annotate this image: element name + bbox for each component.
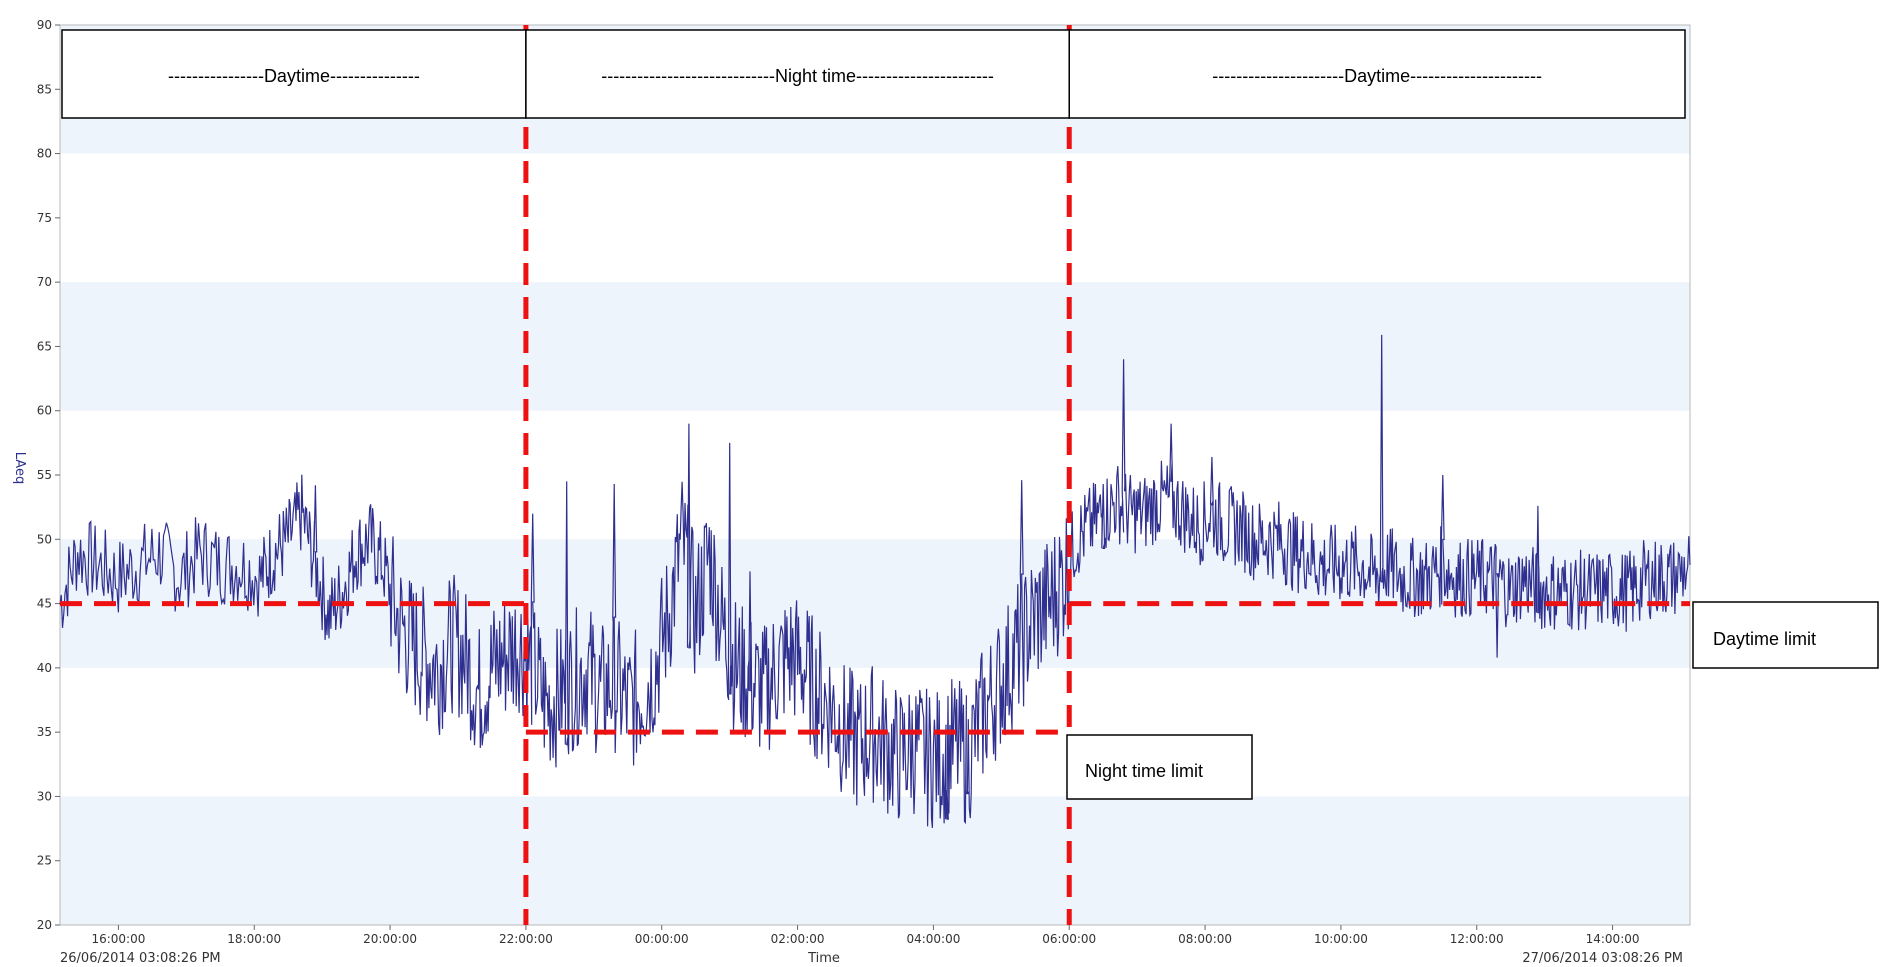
night-limit-box [1066, 734, 1253, 800]
plot-frame [59, 24, 1691, 926]
y-tick-label: 30 [37, 789, 52, 803]
x-tick-label: 12:00:00 [1450, 932, 1504, 946]
x-tick-label: 16:00:00 [91, 932, 145, 946]
night-limit-label: Night time limit [1085, 761, 1203, 781]
y-tick-label: 35 [37, 725, 52, 739]
y-tick-label: 75 [37, 211, 52, 225]
period-label-box [1068, 29, 1686, 119]
x-axis-ticks: 16:00:00 18:00:00 20:00:00 22:00:00 00:00:00… [91, 925, 1640, 946]
daytime-limit-label: Daytime limit [1713, 629, 1816, 649]
end-timestamp: 27/06/2014 03:08:26 PM [1522, 951, 1683, 966]
y-tick-label: 90 [37, 18, 52, 32]
y-tick-label: 85 [37, 82, 52, 96]
period-label-box [61, 29, 527, 119]
y-axis-ticks: 20 25 30 35 40 45 50 55 60 65 70 75 80 85 90 [37, 18, 60, 932]
annotation-boxes: ----------------Daytime--------------- --… [61, 29, 1879, 800]
x-tick-label: 00:00:00 [635, 932, 689, 946]
y-tick-label: 80 [37, 147, 52, 161]
background-bands [60, 25, 1690, 925]
x-tick-label: 14:00:00 [1586, 932, 1640, 946]
x-axis-label: Time [807, 951, 840, 966]
y-tick-label: 65 [37, 339, 52, 353]
start-timestamp: 26/06/2014 03:08:26 PM [60, 951, 221, 966]
daytime-limit-box [1692, 601, 1879, 669]
y-tick-label: 40 [37, 661, 52, 675]
series-line [59, 334, 1691, 828]
y-tick-label: 25 [37, 854, 52, 868]
x-tick-label: 04:00:00 [906, 932, 960, 946]
x-tick-label: 08:00:00 [1178, 932, 1232, 946]
x-tick-label: 02:00:00 [771, 932, 825, 946]
period-label: ----------------Daytime--------------- [168, 66, 420, 86]
y-tick-label: 45 [37, 597, 52, 611]
period-label: ----------------------Daytime-----------… [1212, 66, 1542, 86]
x-tick-label: 06:00:00 [1042, 932, 1096, 946]
x-tick-label: 10:00:00 [1314, 932, 1368, 946]
x-tick-label: 18:00:00 [227, 932, 281, 946]
period-label: -----------------------------Night time-… [601, 66, 994, 86]
y-tick-label: 60 [37, 404, 52, 418]
period-label-box [525, 29, 1070, 119]
y-axis-label: LAeq [12, 452, 27, 484]
series-line-group [59, 334, 1691, 828]
y-tick-label: 55 [37, 468, 52, 482]
y-tick-label: 20 [37, 918, 52, 932]
y-tick-label: 70 [37, 275, 52, 289]
y-tick-label: 50 [37, 532, 52, 546]
limit-lines-group [60, 25, 1690, 925]
x-tick-label: 20:00:00 [363, 932, 417, 946]
x-tick-label: 22:00:00 [499, 932, 553, 946]
plot-band [60, 282, 1690, 411]
plot-band [60, 796, 1690, 925]
